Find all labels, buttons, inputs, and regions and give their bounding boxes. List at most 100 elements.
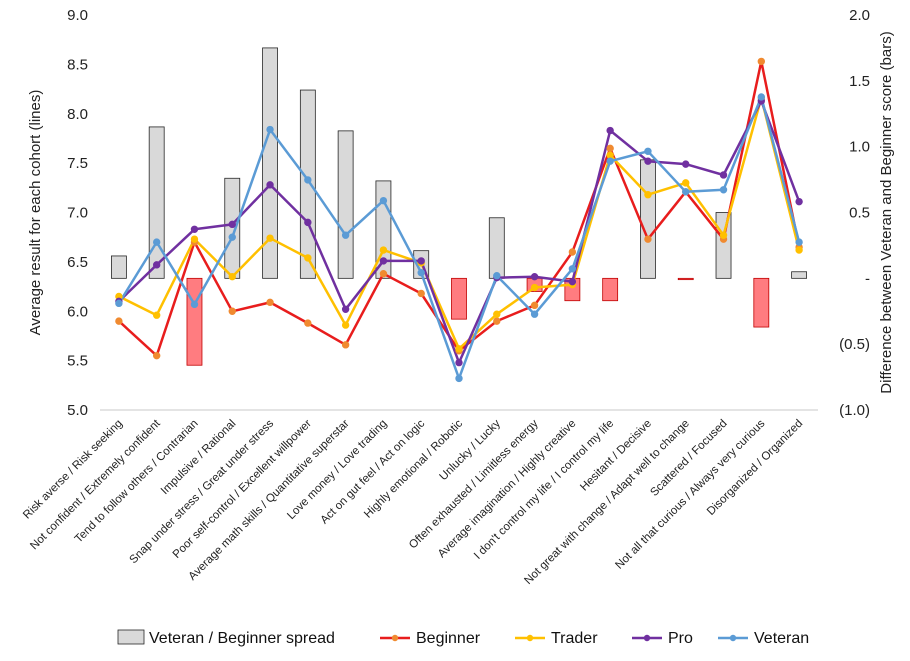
point-trader (341, 321, 350, 329)
spread-bar (488, 217, 505, 279)
point-veteran (606, 157, 614, 165)
point-pro (568, 277, 577, 286)
point-pro (341, 305, 350, 313)
point-trader (644, 191, 652, 199)
y2-tick-label: 2.0 (849, 7, 870, 24)
point-pro (682, 160, 690, 168)
spread-bar (224, 177, 241, 279)
category-label: Impulsive / Rational (159, 418, 238, 497)
y-tick-label: 5.5 (67, 353, 88, 370)
y-tick-label: 5.0 (67, 402, 88, 419)
point-beginner (644, 235, 652, 243)
point-beginner (568, 248, 577, 256)
point-beginner (417, 289, 425, 298)
point-pro (417, 257, 425, 265)
point-beginner (228, 307, 236, 315)
spread-bar (640, 159, 656, 279)
point-trader (379, 246, 388, 254)
y-tick-label: 8.0 (67, 106, 88, 123)
point-pro (530, 272, 539, 281)
y2-tick-label: 1.0 (849, 139, 870, 156)
point-trader (719, 231, 728, 239)
legend-marker-veteran (729, 634, 737, 642)
cohort-lines (115, 57, 803, 383)
y2-tick-label: 1.5 (849, 73, 870, 90)
point-veteran (757, 93, 766, 101)
legend-marker-pro (643, 634, 651, 642)
y-tick-label: 6.0 (67, 303, 88, 320)
point-veteran (228, 233, 236, 241)
point-pro (606, 126, 614, 135)
spread-bar (337, 130, 354, 279)
y-tick-label: 9.0 (67, 7, 88, 24)
point-pro (228, 220, 236, 229)
legend: Veteran / Beginner spread Beginner Trader P… (117, 629, 809, 647)
point-beginner (379, 270, 388, 278)
point-pro (304, 218, 312, 227)
right-axis: (1.0) (0.5) - 0.5 1.0 1.5 2.0 (839, 7, 870, 419)
point-veteran (190, 300, 199, 309)
point-pro (455, 358, 463, 367)
legend-label-spread: Veteran / Beginner spread (149, 630, 335, 647)
point-pro (719, 171, 728, 179)
point-pro (152, 261, 161, 269)
series-line-pro (118, 99, 801, 364)
point-trader (190, 235, 199, 243)
spread-bar (791, 271, 808, 279)
point-pro (795, 197, 803, 206)
y-axis-title: Average result for each cohort (lines) (27, 90, 44, 336)
point-beginner (757, 57, 766, 66)
y2-axis-title: Difference between Veteran and Beginner … (878, 31, 895, 393)
point-trader (304, 254, 312, 262)
spread-bar (299, 89, 316, 279)
legend-label-veteran: Veteran (754, 630, 809, 647)
y-tick-label: 7.5 (67, 155, 88, 172)
legend-marker-trader (526, 634, 534, 642)
point-trader (266, 234, 274, 242)
point-trader (152, 311, 161, 319)
point-beginner (493, 317, 501, 325)
point-beginner (606, 144, 614, 153)
y2-tick-label: 0.5 (849, 205, 870, 222)
category-label: Snap under stress / Great under stress (128, 417, 277, 566)
point-veteran (568, 265, 577, 273)
spread-bar (148, 126, 165, 279)
point-beginner (304, 319, 312, 327)
spread-bar (451, 277, 467, 320)
point-beginner (152, 351, 161, 360)
point-veteran (341, 231, 350, 239)
spread-bar (753, 277, 770, 328)
point-beginner (341, 341, 350, 349)
category-label: Average imagination / Highly creative (436, 418, 579, 561)
y-tick-label: 8.5 (67, 56, 88, 73)
point-veteran (455, 374, 463, 383)
point-trader (795, 246, 803, 254)
y2-tick-label: - (865, 270, 870, 287)
point-veteran (644, 147, 652, 155)
point-beginner (530, 301, 539, 310)
point-veteran (682, 188, 690, 196)
point-beginner (115, 317, 123, 325)
legend-label-trader: Trader (551, 630, 598, 647)
spread-bar (262, 47, 278, 279)
y-tick-label: 7.0 (67, 205, 88, 222)
legend-marker-beginner (391, 634, 399, 642)
point-pro (644, 157, 652, 165)
spread-bar (715, 212, 732, 279)
y2-tick-label: (0.5) (839, 336, 870, 353)
point-veteran (493, 272, 501, 280)
point-trader (682, 179, 690, 187)
left-axis: 5.0 5.5 6.0 6.5 7.0 7.5 8.0 8.5 9.0 (67, 7, 88, 419)
point-pro (190, 225, 199, 233)
series-line-veteran (117, 95, 801, 380)
point-veteran (379, 196, 388, 205)
legend-label-beginner: Beginner (416, 630, 481, 647)
y-tick-label: 6.5 (67, 254, 88, 271)
point-pro (379, 257, 388, 265)
spread-bar (186, 277, 203, 366)
spread-bar (677, 277, 694, 281)
point-veteran (304, 176, 312, 184)
category-label: Hesitant / Decisive (578, 418, 654, 494)
spread-bar (602, 277, 619, 302)
